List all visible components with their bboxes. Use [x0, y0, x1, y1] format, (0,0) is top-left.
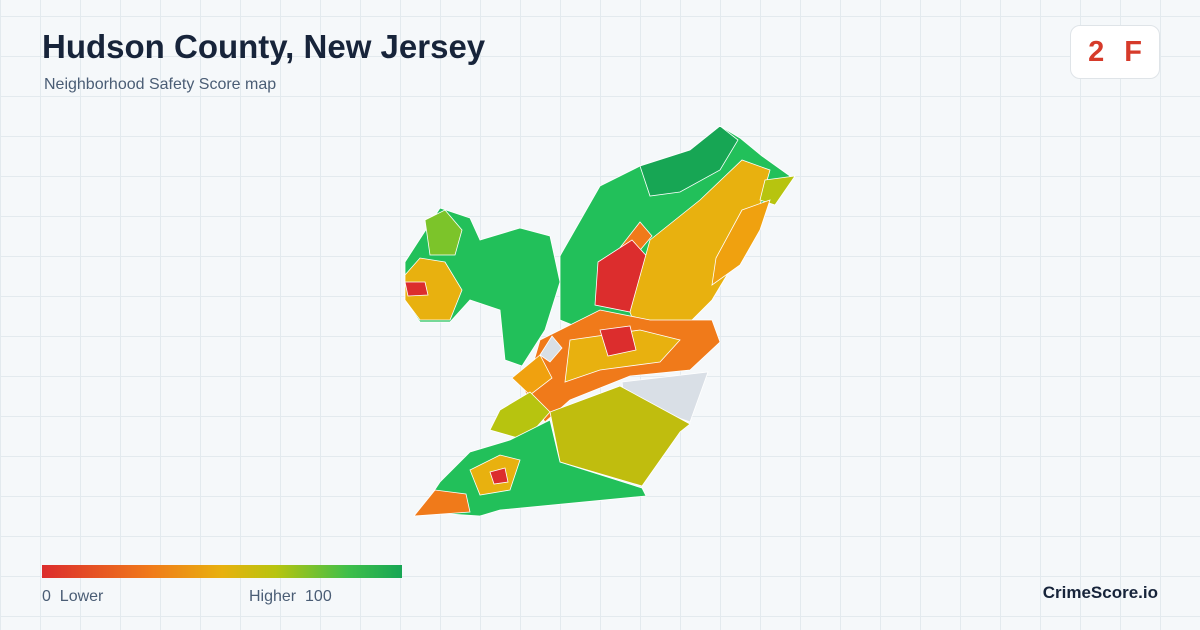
grade: F — [1124, 35, 1142, 68]
legend-max: Higher 100 — [249, 588, 332, 606]
region — [419, 419, 647, 517]
region — [404, 257, 463, 321]
region — [564, 329, 681, 383]
brand: CrimeScore.io — [1042, 583, 1158, 602]
score: 2 — [1088, 35, 1105, 68]
subtitle: Neighborhood Safety Score map — [44, 76, 277, 93]
grade-badge: 2 F — [1070, 25, 1160, 79]
region — [599, 325, 637, 357]
legend-min: 0 Lower — [42, 588, 103, 606]
region — [489, 467, 509, 485]
region — [639, 125, 739, 197]
legend-max-value: 100 — [305, 588, 332, 605]
region — [424, 209, 463, 256]
legend-min-value: 0 — [42, 588, 51, 605]
color-scale — [42, 565, 402, 578]
legend-min-label: Lower — [59, 588, 104, 605]
region — [413, 489, 471, 517]
region — [539, 335, 563, 363]
region — [511, 354, 553, 396]
title: Hudson County, New Jersey — [42, 28, 486, 65]
region — [711, 199, 771, 286]
region — [404, 281, 429, 297]
region — [759, 175, 796, 206]
legend-max-label: Higher — [249, 588, 297, 605]
